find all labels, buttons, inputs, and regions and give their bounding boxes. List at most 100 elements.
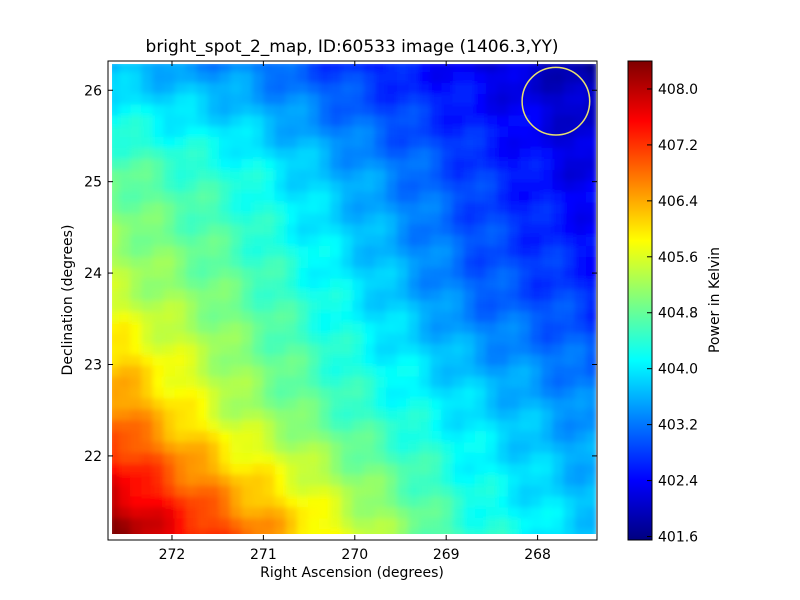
- heatmap-cell: [119, 409, 131, 421]
- heatmap-cell: [396, 213, 409, 225]
- heatmap-cell: [352, 529, 365, 534]
- heatmap-cell: [219, 104, 231, 117]
- heatmap-cell: [230, 235, 242, 247]
- heatmap-cell: [341, 148, 354, 160]
- heatmap-cell: [319, 442, 331, 454]
- colorbar-axis: 408.0407.2406.4405.6404.8404.0403.2402.4…: [647, 82, 698, 546]
- heatmap-cell: [496, 409, 509, 421]
- heatmap-cell: [374, 126, 387, 138]
- heatmap-cell: [552, 64, 565, 73]
- heatmap-cell: [374, 278, 387, 291]
- heatmap-cell: [112, 235, 120, 247]
- heatmap-cell: [396, 126, 409, 138]
- heatmap-cell: [396, 387, 409, 400]
- heatmap-cell: [430, 213, 443, 225]
- heatmap-cell: [408, 82, 420, 95]
- heatmap-cell: [308, 387, 320, 400]
- heatmap-cell: [230, 529, 242, 534]
- heatmap-cell: [574, 344, 587, 356]
- heatmap-cell: [352, 235, 365, 247]
- heatmap-cell: [485, 137, 498, 149]
- heatmap-cell: [552, 158, 565, 171]
- heatmap-cell: [474, 213, 487, 225]
- heatmap-cell: [508, 485, 520, 498]
- heatmap-cell: [508, 213, 520, 225]
- heatmap-cell: [341, 474, 354, 487]
- heatmap-cell: [296, 246, 309, 258]
- heatmap-cell: [430, 246, 443, 258]
- heatmap-cell: [452, 180, 465, 193]
- heatmap-cell: [452, 224, 465, 236]
- heatmap-cell: [319, 82, 331, 95]
- heatmap-cell: [112, 496, 120, 508]
- heatmap-cell: [252, 71, 265, 84]
- heatmap-cell: [319, 289, 331, 302]
- heatmap-cell: [519, 344, 531, 356]
- heatmap-cell: [496, 71, 509, 84]
- heatmap-cell: [141, 64, 154, 73]
- heatmap-cell: [241, 376, 254, 389]
- heatmap-cell: [263, 376, 276, 389]
- heatmap-cell: [230, 93, 242, 106]
- heatmap-cell: [274, 213, 287, 225]
- heatmap-cell: [341, 452, 354, 465]
- heatmap-cell: [552, 224, 565, 236]
- heatmap-cell: [112, 224, 120, 236]
- heatmap-cell: [363, 409, 376, 421]
- heatmap-cell: [508, 474, 520, 487]
- heatmap-cell: [463, 158, 476, 171]
- heatmap-cell: [112, 289, 120, 302]
- heatmap-cell: [574, 354, 587, 367]
- heatmap-cell: [374, 529, 387, 534]
- heatmap-cell: [185, 420, 198, 432]
- heatmap-cell: [308, 64, 320, 73]
- heatmap-cell: [419, 256, 431, 269]
- heatmap-cell: [363, 474, 376, 487]
- heatmap-cell: [119, 354, 131, 367]
- heatmap-cell: [541, 398, 554, 410]
- heatmap-cell: [219, 137, 231, 149]
- heatmap-cell: [441, 463, 454, 476]
- heatmap-cell: [241, 148, 254, 160]
- heatmap-cell: [296, 267, 309, 280]
- heatmap-cell: [308, 420, 320, 432]
- heatmap-cell: [230, 169, 242, 182]
- heatmap-cell: [385, 442, 398, 454]
- heatmap-cell: [341, 344, 354, 356]
- heatmap-cell: [163, 289, 176, 302]
- heatmap-cell: [319, 246, 331, 258]
- heatmap-cell: [519, 300, 531, 312]
- heatmap-cell: [241, 463, 254, 476]
- heatmap-cell: [408, 278, 420, 291]
- heatmap-cell: [441, 191, 454, 204]
- heatmap-cell: [308, 93, 320, 106]
- heatmap-cell: [308, 137, 320, 149]
- heatmap-cell: [130, 518, 142, 530]
- heatmap-cell: [541, 322, 554, 334]
- heatmap-cell: [430, 311, 443, 323]
- heatmap-cell: [330, 409, 342, 421]
- heatmap-cell: [196, 213, 209, 225]
- heatmap-cell: [152, 148, 165, 160]
- heatmap-cell: [163, 246, 176, 258]
- heatmap-cell: [519, 115, 531, 127]
- heatmap-cell: [530, 246, 543, 258]
- heatmap-cell: [141, 409, 154, 421]
- heatmap-cell: [419, 93, 431, 106]
- heatmap-cell: [408, 452, 420, 465]
- heatmap-cell: [385, 256, 398, 269]
- heatmap-cell: [441, 420, 454, 432]
- heatmap-cell: [463, 518, 476, 530]
- heatmap-cell: [541, 256, 554, 269]
- heatmap-cell: [141, 289, 154, 302]
- heatmap-cell: [552, 322, 565, 334]
- heatmap-cell: [130, 463, 142, 476]
- heatmap-cell: [385, 224, 398, 236]
- heatmap-cell: [112, 474, 120, 487]
- heatmap-cell: [463, 202, 476, 215]
- heatmap-cell: [252, 104, 265, 117]
- heatmap-cell: [496, 202, 509, 215]
- heatmap-cell: [396, 104, 409, 117]
- heatmap-cell: [441, 409, 454, 421]
- heatmap-cell: [308, 158, 320, 171]
